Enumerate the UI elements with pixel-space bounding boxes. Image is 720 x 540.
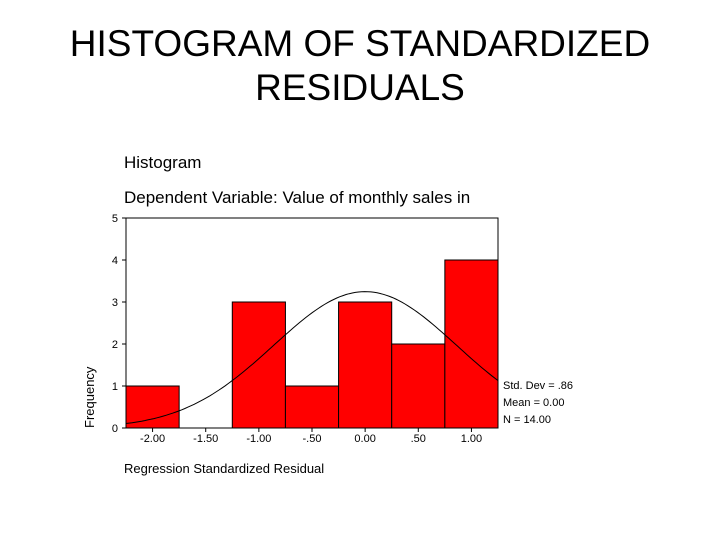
histogram-bars (125, 259, 499, 429)
chart-subtitle: Dependent Variable: Value of monthly sal… (124, 188, 470, 207)
histogram-bar (125, 385, 180, 429)
x-axis: -2.00 -1.50 -1.00 -.50 0.00 .50 1.00 (140, 428, 482, 445)
slide-title-line-1: HISTOGRAM OF STANDARDIZED (69, 23, 651, 64)
slide-title: HISTOGRAM OF STANDARDIZED RESIDUALS (0, 22, 720, 110)
histogram-bar (284, 385, 340, 429)
y-axis-label: Frequency (82, 366, 97, 428)
y-axis: 0 1 2 3 4 5 (112, 213, 126, 435)
stat-std-dev: Std. Dev = .86 (503, 380, 573, 392)
x-tick-label: -.50 (303, 433, 322, 445)
slide-title-line-2: RESIDUALS (255, 67, 465, 108)
normal-curve-layer (125, 291, 499, 424)
y-tick-label: 1 (112, 381, 118, 393)
histogram-bar (444, 259, 499, 429)
histogram-bar (338, 301, 393, 429)
histogram-bar (231, 301, 286, 429)
x-tick-label: .50 (411, 433, 426, 445)
chart-title: Histogram (124, 153, 201, 172)
x-tick-label: 1.00 (461, 433, 482, 445)
y-tick-label: 5 (112, 213, 118, 225)
x-axis-label: Regression Standardized Residual (124, 461, 324, 476)
x-tick-label: -2.00 (140, 433, 165, 445)
x-tick-label: -1.50 (193, 433, 218, 445)
normal-curve (125, 291, 499, 424)
y-tick-label: 2 (112, 339, 118, 351)
y-tick-label: 0 (112, 423, 118, 435)
x-tick-label: 0.00 (354, 433, 375, 445)
stat-mean: Mean = 0.00 (503, 397, 564, 409)
x-tick-label: -1.00 (246, 433, 271, 445)
histogram-bar (391, 343, 446, 429)
stat-n: N = 14.00 (503, 414, 551, 426)
y-tick-label: 3 (112, 297, 118, 309)
y-tick-label: 4 (112, 255, 118, 267)
